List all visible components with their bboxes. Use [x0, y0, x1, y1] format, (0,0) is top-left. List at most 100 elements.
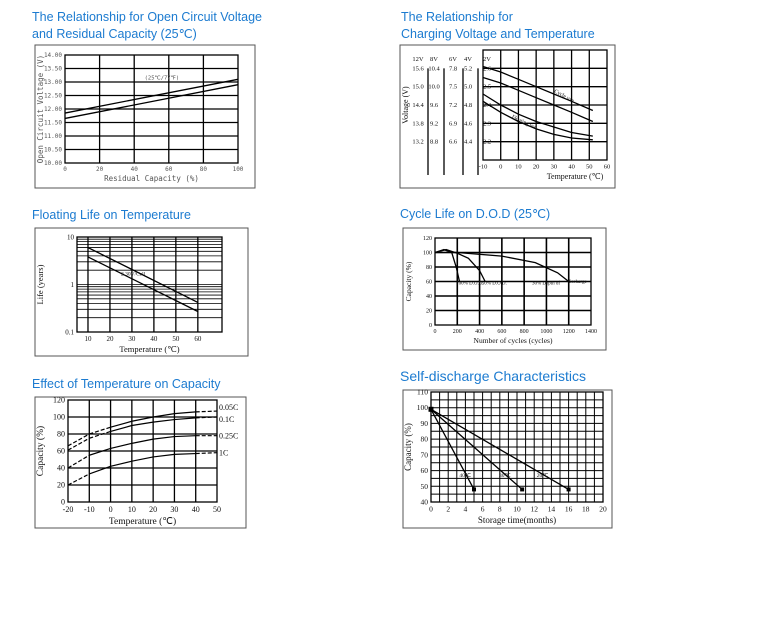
x-tick-label: 20 [96, 166, 104, 173]
series-line [87, 256, 199, 313]
voltage-scale-label: 9.2 [430, 120, 438, 127]
y-tick-label: 12.00 [44, 106, 62, 113]
title-c6: Self-discharge Characteristics [400, 368, 586, 384]
x-tick-label: 40 [131, 166, 139, 173]
y-axis-label: Capacity (%) [403, 423, 413, 471]
title-c2: The Relationship for Charging Voltage and… [401, 9, 595, 43]
title-line: The Relationship for [401, 10, 513, 24]
plot-area-c2 [482, 49, 608, 161]
annotation-label: 30% Depth of [532, 281, 560, 286]
y-tick-label: 1 [71, 281, 75, 289]
title-c5: Effect of Temperature on Capacity [32, 377, 221, 391]
x-tick-label: 60 [165, 166, 173, 173]
y-axis-label: Capacity (%) [35, 426, 46, 476]
y-tick-label: 100 [423, 251, 432, 257]
x-tick-label: 400 [475, 329, 484, 335]
x-tick-label: 200 [453, 329, 462, 335]
annotation-label: 20℃ [537, 473, 550, 479]
voltage-scale-label: 2.3 [483, 120, 491, 127]
x-tick-label: 20 [533, 164, 540, 171]
y-tick-label: 10.50 [44, 147, 62, 154]
series-line-segment [67, 437, 90, 451]
series-line [64, 84, 239, 120]
plot-area-c1 [64, 54, 239, 164]
series-line [435, 251, 570, 283]
series-line [434, 248, 486, 282]
y-tick-label: 14.00 [44, 52, 62, 59]
x-tick-label: 14 [548, 505, 556, 514]
x-tick-label: 0 [63, 166, 67, 173]
annotation-label: (25℃/77℉) [145, 75, 180, 81]
voltage-scale-label: 7.2 [449, 102, 457, 109]
x-tick-label: 60 [194, 335, 202, 343]
series-line-segment [174, 411, 196, 415]
x-tick-label: 0 [109, 505, 113, 514]
voltage-scale-header: 12V [412, 56, 424, 63]
series-line-segment [174, 435, 196, 438]
y-tick-label: 11.50 [44, 120, 62, 127]
data-point-marker [472, 487, 476, 492]
plot-area-c4 [434, 237, 592, 326]
series-line-segment [195, 410, 218, 413]
y-tick-label: 80 [421, 435, 429, 444]
y-tick-label: 100 [417, 403, 429, 412]
voltage-scale-label: 9.6 [430, 102, 439, 109]
y-tick-label: 0 [61, 498, 65, 507]
x-tick-label: 1000 [540, 329, 552, 335]
plot-area-c6 [430, 391, 604, 503]
x-tick-label: 16 [565, 505, 573, 514]
legend-label: 1C [219, 449, 228, 458]
y-tick-label: 10.00 [44, 160, 62, 167]
series-line-segment [174, 417, 196, 421]
y-tick-label: 11.00 [44, 133, 62, 140]
y-tick-label: 20 [57, 481, 65, 490]
series-line-segment [67, 473, 90, 486]
x-tick-label: 30 [551, 164, 558, 171]
voltage-scale-header: 8V [430, 56, 438, 63]
x-tick-label: 1400 [585, 329, 597, 335]
x-tick-label: 800 [520, 329, 529, 335]
y-tick-label: 60 [57, 447, 65, 456]
y-tick-label: 12.50 [44, 93, 62, 100]
voltage-scale-label: 10.4 [428, 65, 440, 72]
chart-frame-c4 [402, 227, 607, 351]
voltage-scale-header: 4V [464, 56, 472, 63]
series-line-segment [110, 424, 133, 433]
annotation-label: discharge [568, 280, 588, 285]
x-tick-label: 40 [568, 164, 575, 171]
voltage-scale-header: 2V [483, 56, 491, 63]
annotation-label: 2.30V/Cell [121, 271, 146, 277]
x-tick-label: 20 [599, 505, 607, 514]
y-tick-label: 40 [57, 464, 65, 473]
x-axis-label: Residual Capacity (%) [104, 174, 199, 183]
data-point-marker [520, 487, 525, 492]
title-c1: The Relationship for Open Circuit Voltag… [32, 9, 262, 43]
legend-label: 0.1C [219, 415, 234, 424]
series-line-segment [131, 438, 154, 444]
series-line-segment [67, 433, 90, 447]
voltage-scale-label: 15.6 [412, 65, 424, 72]
voltage-scale-label: 5.2 [464, 65, 472, 72]
x-tick-label: 12 [530, 505, 538, 514]
series-line [482, 65, 594, 112]
x-tick-label: 20 [149, 505, 157, 514]
y-tick-label: 10 [67, 233, 75, 241]
x-tick-label: 600 [497, 329, 506, 335]
series-line [482, 76, 594, 123]
chart-frame-c5 [34, 396, 247, 529]
voltage-scale-label: 2.2 [483, 139, 491, 146]
y-tick-label: 80 [57, 430, 65, 439]
y-tick-label: 50 [421, 482, 429, 491]
x-tick-label: 40 [192, 505, 200, 514]
voltage-scale-header: 6V [449, 56, 457, 63]
x-tick-label: 10 [513, 505, 521, 514]
annotation-label: 40℃ [459, 473, 472, 479]
x-tick-label: 10 [128, 505, 136, 514]
voltage-scale-label: 13.2 [412, 139, 423, 146]
x-tick-label: -10 [84, 505, 95, 514]
voltage-scale-label: 2.5 [483, 84, 491, 91]
y-tick-label: 60 [421, 466, 429, 475]
title-line: The Relationship for Open Circuit Voltag… [32, 10, 262, 24]
x-tick-label: 2 [446, 505, 450, 514]
